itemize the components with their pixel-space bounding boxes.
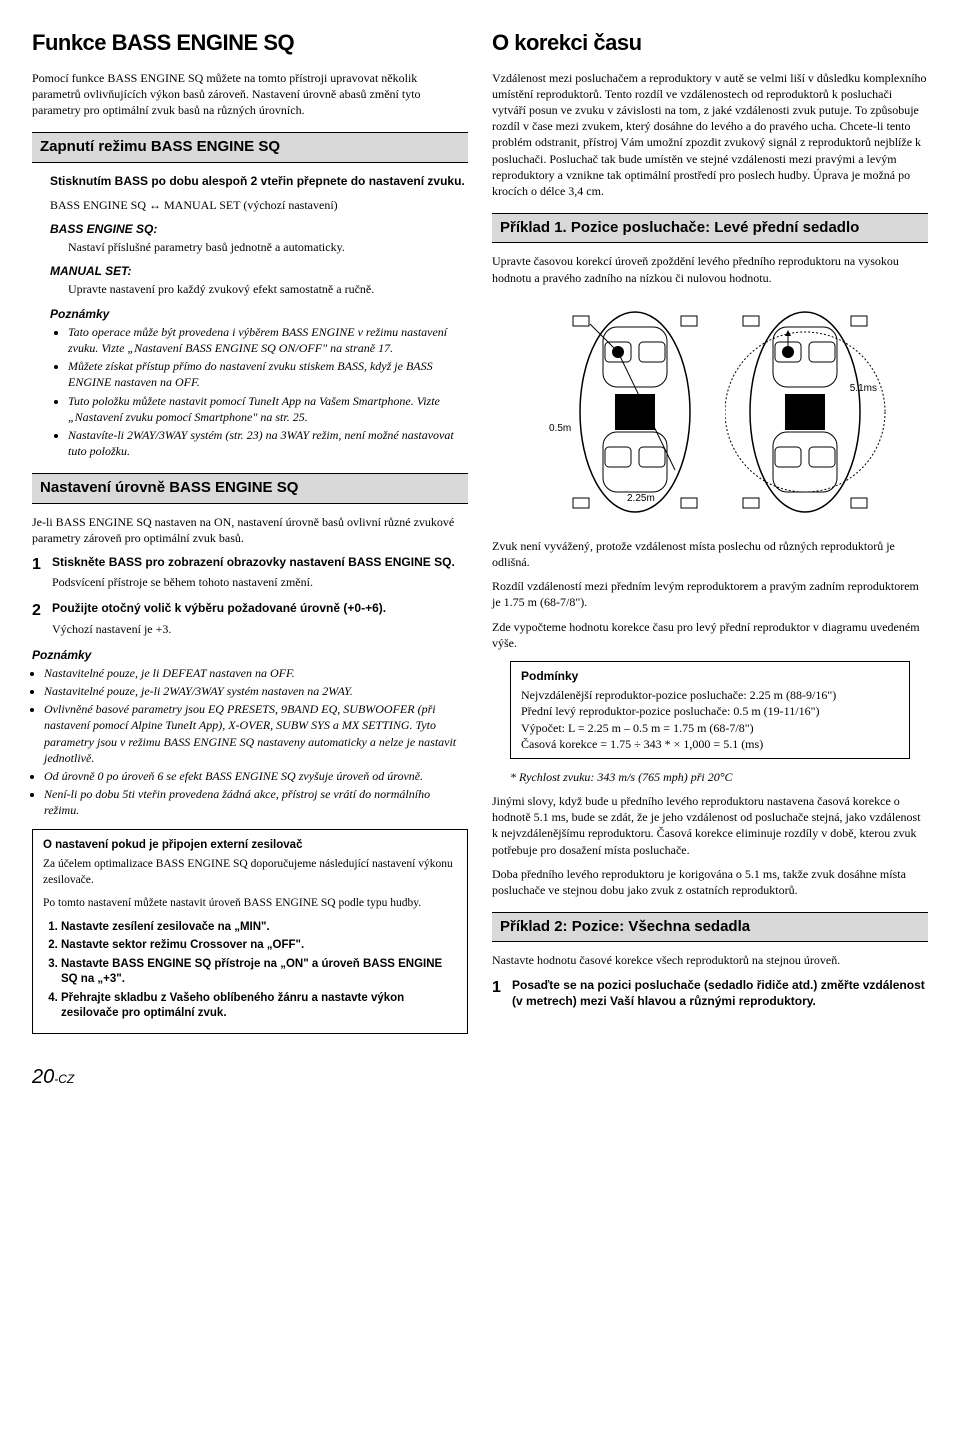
ms-desc: Upravte nastavení pro každý zvukový efek… (68, 281, 468, 297)
note-item: Ovlivněné basové parametry jsou EQ PRESE… (44, 701, 468, 766)
note-item: Tato operace může být provedena i výběre… (68, 324, 468, 356)
car-left-svg (555, 302, 725, 522)
conditions-box: Podmínky Nejvzdálenější reproduktor-pozi… (510, 661, 910, 759)
notes2-list: Nastavitelné pouze, je li DEFEAT nastave… (44, 665, 468, 819)
note-item: Můžete získat přístup přímo do nastavení… (68, 358, 468, 390)
cond-line: Časová korekce = 1.75 ÷ 343 * × 1,000 = … (521, 736, 899, 752)
amp-box: O nastavení pokud je připojen externí ze… (32, 829, 468, 1034)
left-heading: Funkce BASS ENGINE SQ (32, 28, 468, 58)
car-diagram: 0.5m 2.25m (492, 302, 928, 522)
toggle-line: BASS ENGINE SQ ↔ MANUAL SET (výchozí nas… (50, 197, 468, 213)
cond-footnote: * Rychlost zvuku: 343 m/s (765 mph) při … (510, 769, 928, 785)
step-number: 1 (492, 977, 512, 1009)
car-right-svg (725, 302, 895, 522)
box-p2: Po tomto nastavení můžete nastavit úrove… (43, 896, 457, 912)
ex2-desc: Nastavte hodnotu časové korekce všech re… (492, 952, 928, 968)
ex1-after2: Rozdíl vzdáleností mezi předním levým re… (492, 578, 928, 610)
left-intro: Pomocí funkce BASS ENGINE SQ můžete na t… (32, 70, 468, 119)
cond-title: Podmínky (521, 668, 899, 684)
ex2-step1: Posaďte se na pozici posluchače (sedadlo… (512, 977, 928, 1009)
step1-main: Stiskněte BASS pro zobrazení obrazovky n… (52, 554, 468, 570)
box-item: Nastavte BASS ENGINE SQ přístroje na „ON… (61, 957, 457, 988)
ex1-explain2: Doba předního levého reproduktoru je kor… (492, 866, 928, 898)
ex1-desc: Upravte časovou korekcí úroveň zpoždění … (492, 253, 928, 285)
be-desc: Nastaví příslušné parametry basů jednotn… (68, 239, 468, 255)
box-p1: Za účelem optimalizace BASS ENGINE SQ do… (43, 857, 457, 888)
step2-sub: Výchozí nastavení je +3. (52, 621, 468, 637)
notes1-label: Poznámky (50, 306, 468, 322)
note-item: Není-li po dobu 5ti vteřin provedena žád… (44, 786, 468, 818)
note-item: Nastavíte-li 2WAY/3WAY systém (str. 23) … (68, 427, 468, 459)
be-label: BASS ENGINE SQ: (50, 222, 157, 236)
cond-line: Nejvzdálenější reproduktor-pozice posluc… (521, 687, 899, 703)
ex1-after3: Zde vypočteme hodnotu korekce času pro l… (492, 619, 928, 651)
step-press-bass: Stisknutím BASS po dobu alespoň 2 vteřin… (50, 173, 468, 189)
step2-main: Použijte otočný volič k výběru požadovan… (52, 600, 468, 616)
section-enable-title: Zapnutí režimu BASS ENGINE SQ (32, 132, 468, 162)
ex1-after1: Zvuk není vyvážený, protože vzdálenost m… (492, 538, 928, 570)
notes1-list: Tato operace může být provedena i výběre… (68, 324, 468, 460)
ex1-title: Příklad 1. Pozice posluchače: Levé předn… (492, 213, 928, 243)
box-item: Nastavte sektor režimu Crossover na „OFF… (61, 938, 457, 954)
box-item: Nastavte zesílení zesilovače na „MIN". (61, 920, 457, 936)
note-item: Nastavitelné pouze, je-li 2WAY/3WAY syst… (44, 683, 468, 699)
ex1-explain: Jinými slovy, když bude u předního levéh… (492, 793, 928, 858)
step1-sub: Podsvícení přístroje se během tohoto nas… (52, 574, 468, 590)
dim-5-1ms: 5.1ms (850, 382, 877, 396)
step-number: 2 (32, 600, 52, 636)
cond-line: Výpočet: L = 2.25 m – 0.5 m = 1.75 m (68… (521, 720, 899, 736)
box-item: Přehrajte skladbu z Vašeho oblíbeného žá… (61, 991, 457, 1022)
note-item: Tuto položku můžete nastavit pomocí Tune… (68, 393, 468, 425)
ms-label: MANUAL SET: (50, 264, 132, 278)
right-heading: O korekci času (492, 28, 928, 58)
cond-line: Přední levý reproduktor-pozice posluchač… (521, 703, 899, 719)
dim-2-25m: 2.25m (627, 492, 655, 506)
ex2-title: Příklad 2: Pozice: Všechna sedadla (492, 912, 928, 942)
box-title: O nastavení pokud je připojen externí ze… (43, 838, 457, 854)
notes2-label: Poznámky (32, 647, 468, 663)
section-level-title: Nastavení úrovně BASS ENGINE SQ (32, 473, 468, 503)
sec2-intro: Je-li BASS ENGINE SQ nastaven na ON, nas… (32, 514, 468, 546)
page-number: 20-CZ (32, 1064, 928, 1091)
note-item: Od úrovně 0 po úroveň 6 se efekt BASS EN… (44, 768, 468, 784)
dim-0-5m: 0.5m (549, 422, 571, 436)
step-number: 1 (32, 554, 52, 590)
note-item: Nastavitelné pouze, je li DEFEAT nastave… (44, 665, 468, 681)
right-intro: Vzdálenost mezi posluchačem a reprodukto… (492, 70, 928, 200)
